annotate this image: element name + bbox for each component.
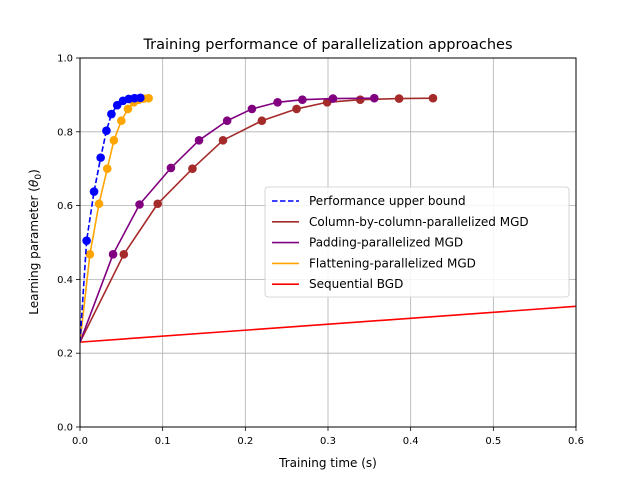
x-tick-label: 0.4	[403, 436, 419, 447]
legend-label: Performance upper bound	[309, 194, 466, 208]
legend-label: Sequential BGD	[309, 277, 403, 291]
y-tick-label: 0.8	[57, 127, 73, 138]
data-point	[194, 135, 204, 145]
data-point	[144, 93, 153, 103]
data-point	[96, 153, 105, 162]
data-point	[89, 187, 99, 196]
y-axis-ticks: 0.0 0.2 0.4 0.6 0.8 1.0	[57, 54, 80, 434]
y-axis-label-subscript: 0	[34, 174, 44, 180]
x-axis-ticks: 0.0 0.1 0.2 0.3 0.4 0.5 0.6	[72, 427, 584, 447]
y-axis-label-symbol: θ	[27, 179, 41, 187]
data-point	[102, 126, 111, 135]
x-tick-label: 0.3	[320, 436, 336, 447]
data-point	[273, 97, 282, 107]
data-point	[222, 116, 232, 126]
x-tick-label: 0.5	[485, 436, 501, 447]
y-tick-label: 0.0	[57, 423, 73, 434]
data-point	[102, 164, 112, 173]
data-point	[292, 104, 301, 114]
data-point	[166, 163, 176, 173]
data-point	[82, 236, 91, 245]
data-point	[109, 135, 119, 145]
data-point	[328, 94, 338, 103]
legend-label: Column-by-column-parallelized MGD	[309, 215, 529, 229]
y-tick-label: 1.0	[57, 54, 73, 65]
series-line-sequential-bgd	[80, 305, 576, 343]
data-point	[135, 200, 144, 209]
data-point	[108, 250, 118, 259]
data-point	[119, 250, 129, 259]
x-tick-label: 0.0	[72, 436, 88, 447]
data-point	[188, 164, 197, 173]
legend-label: Flattening-parallelized MGD	[309, 256, 476, 270]
data-point	[136, 93, 145, 103]
x-tick-label: 0.2	[237, 436, 253, 447]
data-point	[369, 93, 379, 103]
y-tick-label: 0.4	[57, 275, 73, 286]
legend: Performance upper bound Column-by-column-…	[264, 186, 570, 298]
series-layer	[80, 93, 576, 343]
data-point	[153, 199, 163, 209]
series-flattening-parallelized-mgd	[80, 93, 153, 343]
series-padding-parallelized-mgd	[80, 93, 379, 343]
data-point	[247, 104, 257, 114]
y-axis-label: Learning parameter (θ0)	[27, 169, 44, 315]
series-sequential-bgd	[80, 305, 576, 343]
y-axis-label-suffix: )	[27, 169, 41, 174]
data-point	[107, 109, 116, 119]
legend-label: Padding-parallelized MGD	[309, 236, 463, 250]
x-axis-label: Training time (s)	[278, 456, 377, 470]
y-tick-label: 0.2	[57, 349, 73, 360]
data-point	[123, 104, 133, 114]
data-point	[298, 95, 307, 104]
data-point	[257, 116, 267, 126]
data-point	[218, 135, 228, 145]
x-tick-label: 0.1	[155, 436, 171, 447]
x-tick-label: 0.6	[568, 436, 584, 447]
y-axis-label-prefix: Learning parameter (	[27, 187, 41, 315]
data-point	[428, 93, 438, 103]
data-point	[117, 116, 126, 126]
legend-box	[264, 186, 570, 298]
data-point	[355, 95, 365, 104]
data-point	[94, 199, 104, 209]
data-point	[394, 94, 404, 103]
y-tick-label: 0.6	[57, 201, 73, 212]
data-point	[85, 250, 95, 259]
series-performance-upper-bound	[80, 93, 145, 343]
chart-title: Training performance of parallelization …	[142, 37, 512, 53]
